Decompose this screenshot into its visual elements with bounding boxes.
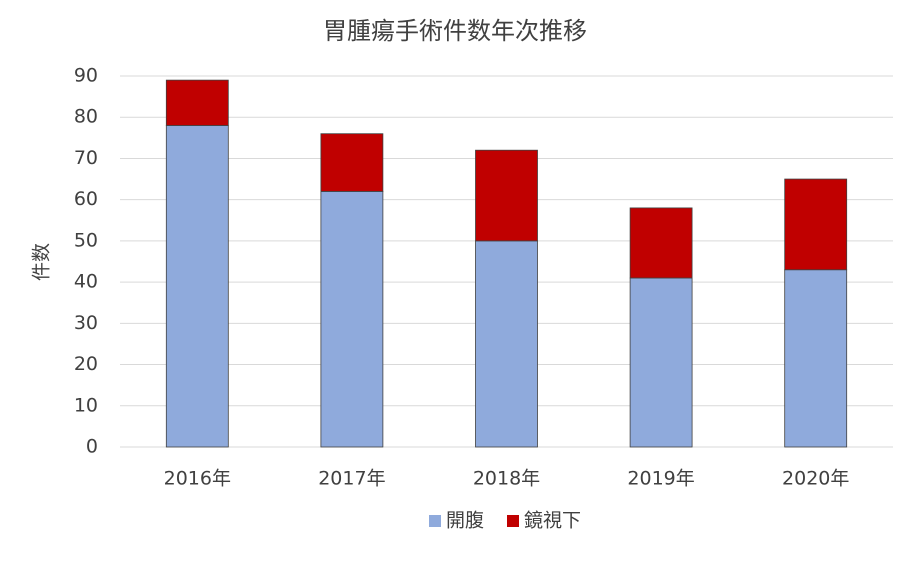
bar-segment: [320, 191, 384, 448]
bar-segment: [165, 79, 229, 126]
y-tick-label: 90: [74, 65, 98, 87]
bar-segment: [629, 277, 693, 448]
bar-segment: [475, 240, 538, 448]
y-tick-label: 30: [74, 312, 98, 334]
legend-label: 開腹: [446, 510, 484, 532]
legend-label: 鏡視下: [524, 510, 581, 532]
y-tick-label: 10: [74, 394, 98, 416]
y-tick-label: 70: [74, 147, 98, 169]
legend-swatch: [429, 515, 441, 527]
y-tick-label: 80: [74, 106, 98, 128]
y-tick-label: 20: [74, 353, 98, 375]
x-tick-label: 2020年: [782, 468, 849, 490]
x-tick-label: 2018年: [473, 468, 540, 490]
bar-segment: [629, 207, 693, 279]
x-tick-label: 2019年: [627, 468, 694, 490]
x-tick-label: 2016年: [164, 468, 231, 490]
bar-segment: [475, 149, 538, 242]
legend-swatch: [507, 515, 519, 527]
y-tick-label: 40: [74, 271, 98, 293]
bar-segment: [784, 269, 848, 448]
bar-segment: [320, 133, 384, 192]
y-tick-label: 60: [74, 188, 98, 210]
y-tick-label: 0: [86, 436, 98, 458]
x-tick-label: 2017年: [318, 468, 385, 490]
bar-segment: [165, 125, 229, 448]
y-tick-label: 50: [74, 229, 98, 251]
y-axis-label: 件数: [31, 243, 53, 281]
chart-title: 胃腫瘍手術件数年次推移: [323, 17, 587, 45]
bar-segment: [784, 178, 848, 271]
